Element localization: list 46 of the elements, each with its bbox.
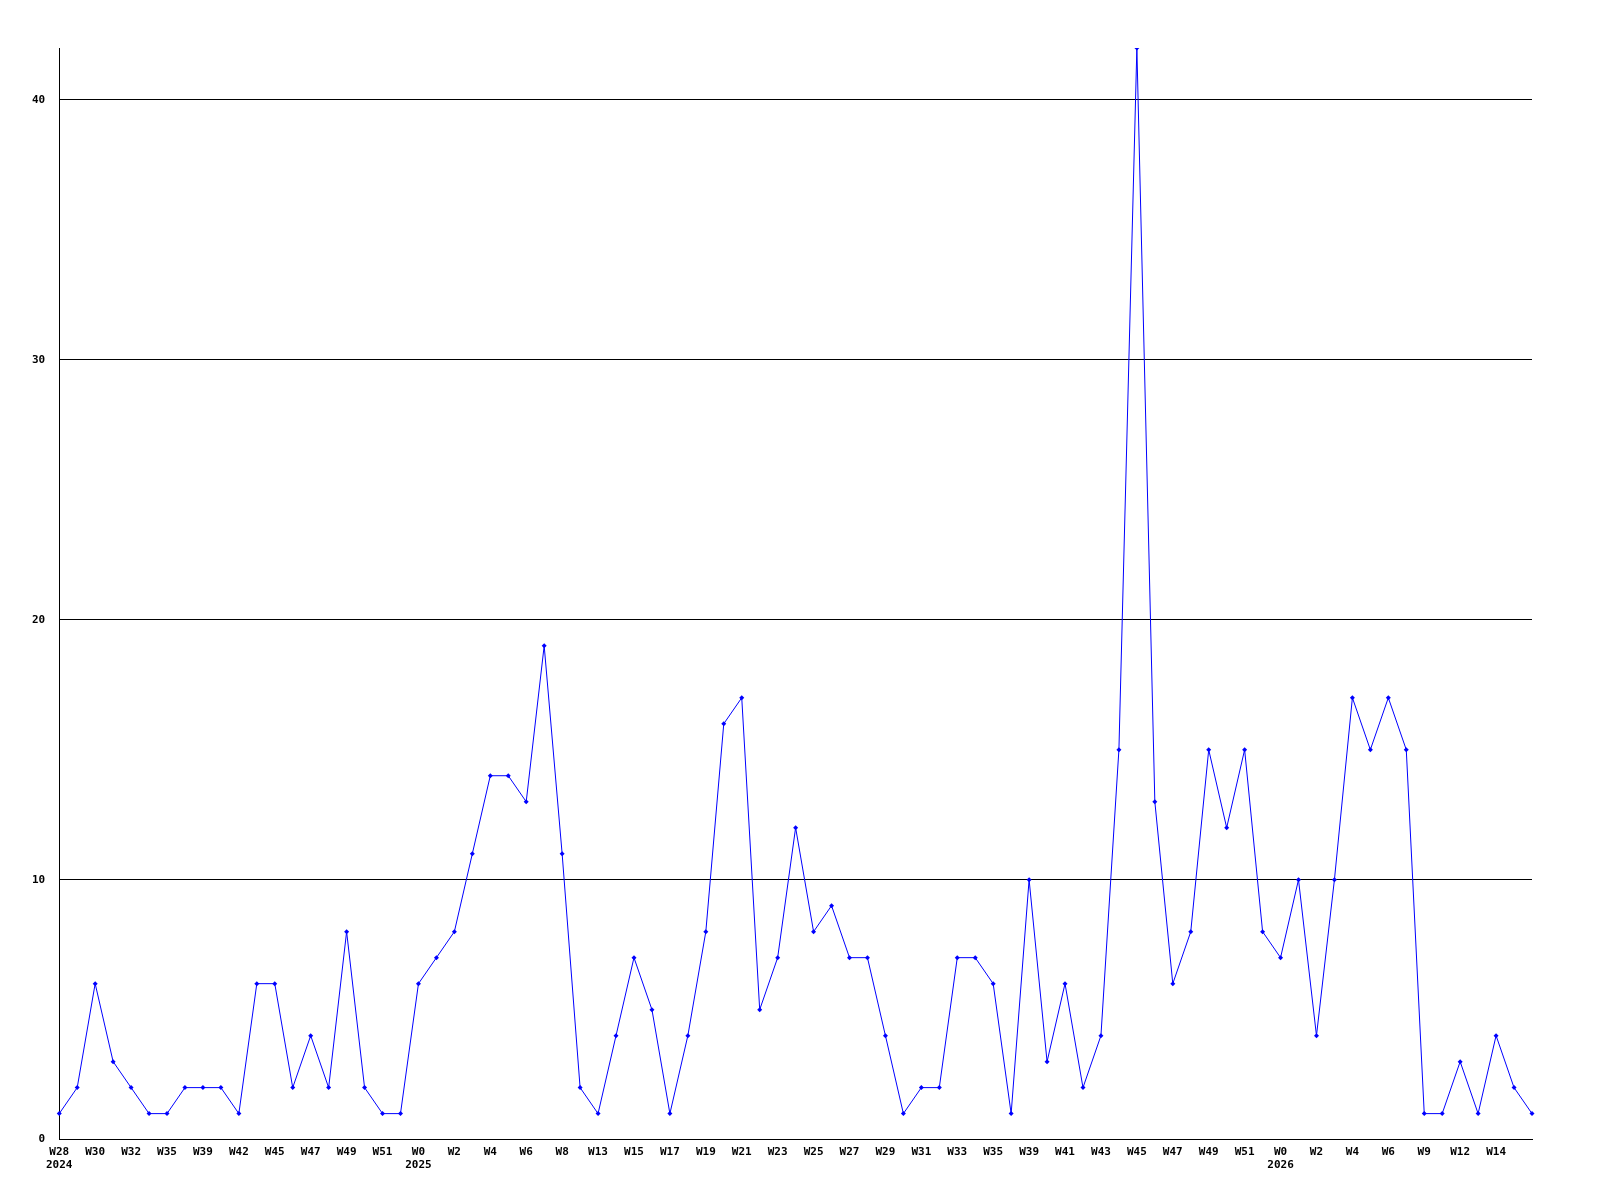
x-tick-label: W4	[483, 1145, 498, 1159]
x-tick-label: W25	[803, 1145, 824, 1159]
x-tick-label: W45	[264, 1145, 285, 1159]
x-tick-label: W0 2026	[1267, 1145, 1295, 1172]
x-tick-label: W4	[1345, 1145, 1360, 1159]
x-tick-label: W43	[1091, 1145, 1111, 1159]
x-tick-label: W23	[767, 1145, 788, 1159]
x-tick-label: W31	[911, 1145, 932, 1159]
x-tick-label: W33	[947, 1145, 968, 1159]
x-tick-label: W51	[1234, 1145, 1255, 1159]
x-tick-label: W0 2025	[405, 1145, 432, 1172]
x-tick-label: W19	[695, 1145, 716, 1159]
y-tick-label: 0	[38, 1132, 46, 1146]
y-tick-label: 10	[32, 872, 46, 886]
x-tick-label: W35	[157, 1145, 177, 1159]
x-tick-label: W51	[372, 1145, 393, 1159]
x-tick-label: W49	[1198, 1145, 1219, 1159]
x-tick-label: W29	[875, 1145, 896, 1159]
y-tick-label: 30	[32, 352, 46, 366]
x-tick-label: W2	[447, 1145, 461, 1159]
x-tick-label: W41	[1055, 1145, 1076, 1159]
x-tick-label: W39	[192, 1145, 213, 1159]
y-tick-label: 20	[32, 612, 46, 626]
x-tick-label: W30	[85, 1145, 106, 1159]
x-tick-label: W2	[1309, 1145, 1324, 1159]
y-tick-label: 40	[32, 92, 46, 106]
x-tick-label: W47	[1162, 1145, 1183, 1159]
x-tick-label: W35	[983, 1145, 1004, 1159]
x-tick-label: W14	[1486, 1145, 1507, 1159]
x-tick-label: W12	[1450, 1145, 1471, 1159]
x-tick-label: W13	[588, 1145, 608, 1159]
x-tick-label: W6	[1381, 1145, 1396, 1159]
x-tick-label: W9	[1417, 1145, 1431, 1159]
x-tick-label: W32	[121, 1145, 142, 1159]
x-tick-label: W27	[839, 1145, 860, 1159]
x-tick-label: W49	[336, 1145, 357, 1159]
x-tick-label: W15	[624, 1145, 644, 1159]
x-tick-label: W42	[228, 1145, 249, 1159]
x-tick-label: W47	[300, 1145, 321, 1159]
x-tick-label: W17	[659, 1145, 680, 1159]
x-tick-label: W45	[1126, 1145, 1147, 1159]
x-tick-label: W21	[731, 1145, 753, 1159]
x-tick-label: W8	[555, 1145, 569, 1159]
x-tick-label: W6	[519, 1145, 534, 1159]
x-tick-label: W39	[1019, 1145, 1040, 1159]
x-tick-label: W28 2024	[46, 1145, 73, 1172]
